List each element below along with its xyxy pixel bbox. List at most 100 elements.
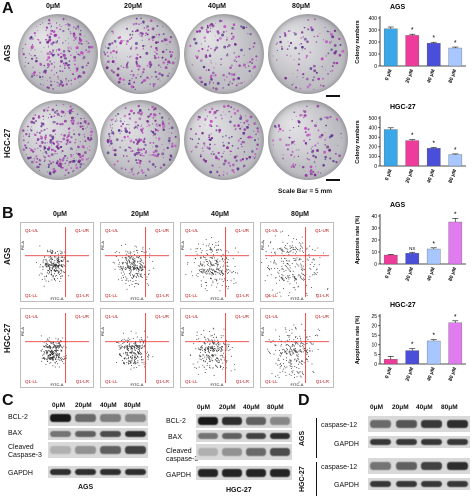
quadrant-label: Q1-LL: [265, 293, 278, 298]
chart-title: AGS: [390, 202, 406, 209]
apoptosis-chart-ags: AGS 0 10 20 30 40 Apoptosis rate (%) 0 μM NS 20 μ…: [355, 202, 466, 282]
quadrant-label: Q1-UR: [75, 228, 90, 233]
apoptosis-chart-hgc27: HGC-27 0 5 10 15 20 25 Apoptosis rate (%) 0 μM * 2…: [355, 302, 466, 382]
colony-header-20: 20μM: [124, 3, 142, 10]
x-tick-label: 0 μM: [384, 367, 394, 380]
wb-ags-header-20: 20μM: [75, 402, 92, 409]
colony-chart-hgc27: HGC-27 0 100 200 300 400 500 Colony numbers 0 μM…: [355, 104, 466, 184]
panel-letter-d: D: [298, 392, 310, 409]
quadrant-label: Q1-UR: [155, 314, 170, 319]
x-tick-label: 40 μM: [426, 367, 436, 382]
blot-band: [245, 469, 267, 477]
flow-plot: Q1-UL Q1-UR Q1-LL Q1-LR FITC-A PE-A: [180, 308, 254, 388]
y-tick-label: 0: [374, 362, 377, 368]
flow-plot: Q1-UL Q1-UR Q1-LL Q1-LR FITC-A PE-A: [260, 308, 334, 388]
blot-band: [50, 430, 71, 438]
y-tick-label: 300: [369, 135, 378, 141]
quadrant-label: Q1-UL: [185, 228, 199, 233]
bar: [426, 248, 441, 265]
wb-d-group-hgc27: HGC-27: [299, 466, 306, 492]
blot-band: [75, 468, 96, 476]
colony-header-0: 0μM: [45, 3, 60, 10]
blot-band: [446, 438, 468, 446]
blot-band: [245, 447, 267, 457]
blot-band: [75, 430, 96, 438]
significance-marker: *: [432, 140, 435, 147]
blot-band: [395, 461, 417, 471]
x-tick-label: 40 μM: [426, 267, 436, 282]
group-bracket-hgc27: [316, 462, 317, 496]
wb-ags-label-gapdh: GAPDH: [8, 470, 33, 477]
flow-y-axis-label: PE-A: [21, 241, 25, 251]
chart-title: HGC-27: [390, 302, 416, 309]
y-tick-label: 20: [371, 323, 377, 329]
x-tick-label: 20 μM: [405, 169, 415, 184]
flow-y-axis-label: PE-A: [101, 327, 105, 337]
flow-y-axis-label: PE-A: [181, 327, 185, 337]
flow-plot: Q1-UL Q1-UR Q1-LL Q1-LR FITC-A PE-A: [20, 308, 94, 388]
flow-x-axis-label: FITC-A: [211, 296, 224, 301]
quadrant-label: Q1-LR: [236, 379, 250, 384]
blot-band: [269, 417, 291, 425]
colony-row-label-ags: AGS: [3, 44, 12, 62]
x-tick-label: 0 μM: [384, 169, 394, 182]
bar: [383, 129, 398, 167]
blot-strip: [48, 466, 148, 478]
quadrant-label: Q1-LR: [316, 379, 330, 384]
quadrant-label: Q1-LR: [236, 293, 250, 298]
blot-band: [75, 445, 96, 455]
x-tick-label: 40 μM: [426, 69, 436, 84]
quadrant-label: Q1-UR: [75, 314, 90, 319]
x-tick-label: 0 μM: [384, 69, 394, 82]
quadrant-label: Q1-UR: [235, 314, 250, 319]
colony-header-40: 40μM: [208, 3, 226, 10]
bar: [405, 253, 420, 265]
flow-header-80: 80μM: [291, 211, 309, 218]
quadrant-label: Q1-LR: [156, 293, 170, 298]
wb-ags-header-80: 80μM: [124, 402, 141, 409]
flow-x-axis-label: FITC-A: [211, 382, 224, 387]
bar: [448, 154, 463, 167]
blot-band: [370, 438, 392, 446]
bar: [383, 28, 398, 67]
significance-marker: *: [454, 211, 457, 218]
blot-strip: [196, 430, 292, 442]
bar: [405, 350, 420, 365]
x-tick-label: 80 μM: [448, 169, 458, 184]
y-tick-label: 400: [369, 16, 378, 22]
wb-d-label-gapdh-ags: GAPDH: [334, 441, 359, 448]
significance-marker: *: [411, 342, 414, 349]
y-tick-label: 20: [371, 238, 377, 244]
blot-band: [269, 432, 291, 440]
blot-band: [50, 445, 71, 455]
wb-hgc-label-cleaved: Cleaved: [166, 448, 192, 455]
x-tick-label: 0 μM: [384, 267, 394, 280]
wb-ags-header-40: 40μM: [100, 402, 117, 409]
y-tick-label: 10: [371, 250, 377, 256]
y-tick-label: 15: [371, 333, 377, 339]
flow-y-axis-label: PE-A: [101, 241, 105, 251]
blot-band: [395, 480, 417, 488]
y-tick-label: 0: [374, 262, 377, 268]
wb-hgc-header-20: 20μM: [219, 404, 236, 411]
quadrant-label: Q1-LR: [76, 293, 90, 298]
flow-x-axis-label: FITC-A: [291, 382, 304, 387]
quadrant-label: Q1-UL: [25, 314, 39, 319]
blot-band: [395, 438, 417, 446]
blot-band: [446, 419, 468, 429]
y-tick-label: 10: [371, 343, 377, 349]
wb-ags-label-caspase3: Caspase-3: [8, 452, 42, 459]
quadrant-label: Q1-UR: [315, 228, 330, 233]
panel-letter-b: B: [2, 205, 14, 222]
quadrant-label: Q1-LL: [185, 293, 198, 298]
blot-strip: [368, 416, 470, 432]
colony-dish: [18, 100, 98, 180]
bar: [426, 148, 441, 167]
wb-hgc-label-caspase3: caspase-3: [166, 456, 199, 463]
quadrant-label: Q1-LL: [185, 379, 198, 384]
panel-letter-a: A: [2, 0, 14, 17]
quadrant-label: Q1-LL: [25, 379, 38, 384]
panel-letter-c: C: [2, 392, 14, 409]
significance-marker: *: [432, 241, 435, 248]
wb-hgc-cell-label: HGC-27: [226, 487, 252, 494]
